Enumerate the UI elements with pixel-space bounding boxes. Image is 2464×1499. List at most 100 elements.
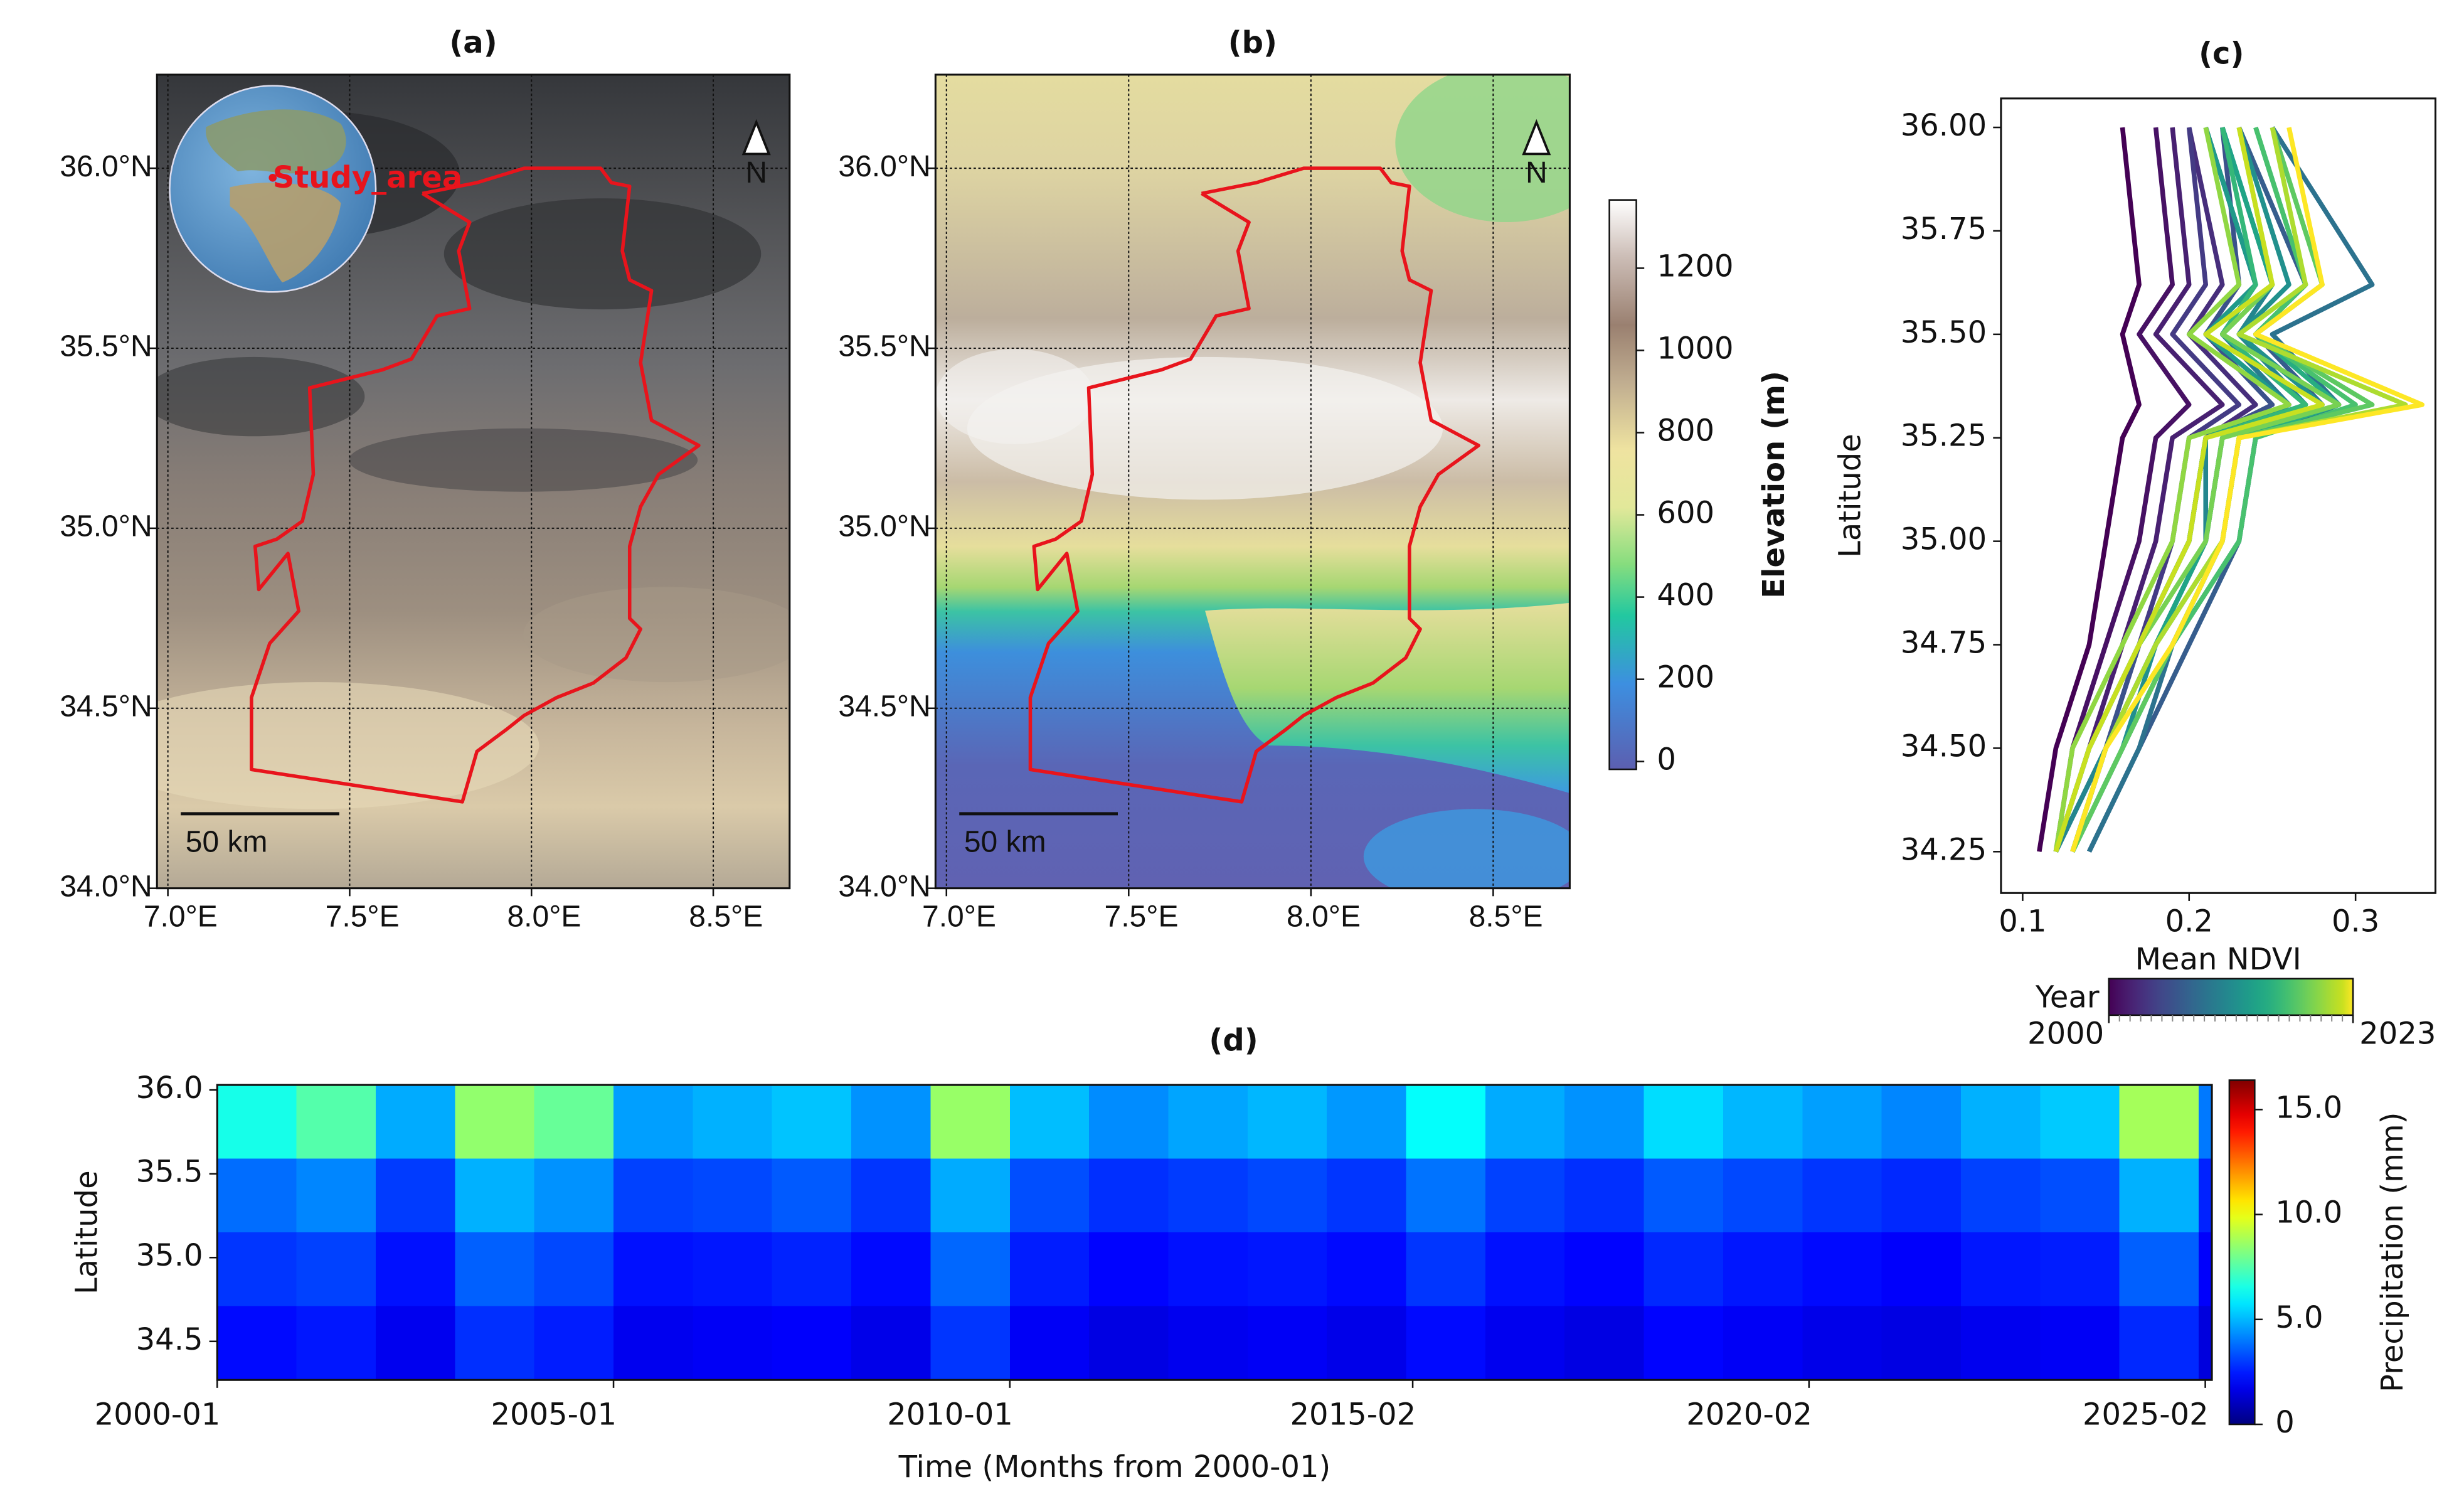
y-tick-label: 35.25 [1901,419,1987,454]
heatmap-cell [1960,1232,2041,1307]
heatmap-cell [1009,1085,1090,1160]
heatmap-cell [1564,1158,1645,1233]
plot-frame [216,1084,2213,1381]
y-tick-label: 35.5°N [60,330,152,363]
heatmap-cell [1881,1085,1962,1160]
colorbar-label: Elevation (m) [1756,371,1792,599]
colorbar-tick-label: 0 [2275,1405,2295,1440]
x-tick-label: 2010-01 [887,1397,1013,1432]
heatmap-cell [375,1158,456,1233]
y-tick-label: 35.00 [1901,522,1987,557]
y-tick-label: 36.00 [1901,108,1987,143]
y-tick-label: 36.0°N [60,150,152,183]
x-axis-label: Mean NDVI [2135,942,2302,977]
heatmap-cell [1644,1306,1724,1381]
y-axis-label: Latitude [1832,434,1867,558]
heatmap-cell [1564,1232,1645,1307]
heatmap-cell [851,1306,932,1381]
heatmap-cell [930,1085,1011,1160]
heatmap-cell [1247,1232,1327,1307]
heatmap-cell [217,1158,297,1233]
heatmap-cell [1644,1232,1724,1307]
heatmap-cell [1960,1085,2041,1160]
north-label: N [745,156,767,189]
y-tick-label: 35.5 [136,1155,203,1190]
heatmap-cell [1009,1232,1090,1307]
x-tick-label: 0.2 [2165,904,2213,939]
heatmap-cell [613,1232,694,1307]
y-tick-label: 34.50 [1901,728,1987,764]
heatmap-cell [2119,1232,2199,1307]
heatmap-cell [772,1085,852,1160]
north-arrow [1522,119,1551,156]
heatmap-cell [930,1232,1011,1307]
north-arrow [741,119,771,156]
y-tick-label: 36.0°N [838,150,930,183]
colorbar-tick-label: 200 [1657,660,1714,695]
heatmap-cell [693,1232,773,1307]
y-tick-label: 35.75 [1901,211,1987,247]
heatmap-cell [455,1306,535,1381]
heatmap-cell [1327,1085,1407,1160]
y-tick-label: 34.5°N [60,690,152,723]
heatmap-cell [1723,1306,1803,1381]
heatmap-cell [375,1232,456,1307]
colorbar-label: Precipitation (mm) [2375,1112,2410,1392]
heatmap-cell [851,1158,932,1233]
heatmap-cell [1960,1306,2041,1381]
heatmap-cell [534,1232,614,1307]
heatmap-cell [1802,1306,1883,1381]
heatmap-cell [851,1232,932,1307]
x-axis-label: Time (Months from 2000-01) [898,1449,1331,1485]
colorbar-tick-label: 15.0 [2275,1090,2342,1125]
heatmap-cell [1168,1306,1248,1381]
ndvi-line [2053,127,2225,853]
inset-label: Study_area [273,160,462,195]
y-tick-label: 35.0°N [60,510,152,543]
heatmap-cell [1485,1158,1565,1233]
x-tick-label: 7.0°E [922,900,996,933]
heatmap-cell [1168,1232,1248,1307]
x-tick-label: 0.3 [2332,904,2379,939]
colorbar-tick-label: 5.0 [2275,1300,2323,1335]
heatmap-cell [1168,1158,1248,1233]
x-tick-label: 8.5°E [1469,900,1543,933]
heatmap-cell [693,1306,773,1381]
x-tick-label: 7.5°E [326,900,400,933]
y-tick-label: 35.0°N [838,510,930,543]
x-tick-label: 2005-01 [491,1397,617,1432]
heatmap-cell [1327,1232,1407,1307]
x-tick-label: 8.0°E [507,900,581,933]
heatmap-cell [534,1306,614,1381]
heatmap-cell [296,1085,376,1160]
y-axis-label: Latitude [70,1170,105,1294]
y-tick-label: 34.75 [1901,626,1987,661]
heatmap-cell [1485,1085,1565,1160]
ndvi-line [2070,127,2425,853]
heatmap-cell [930,1158,1011,1233]
heatmap-cell [1723,1085,1803,1160]
heatmap-cell [1247,1306,1327,1381]
y-tick-label: 36.0 [136,1070,203,1106]
heatmap-cell [1168,1085,1248,1160]
colorbar-tick-label: 400 [1657,578,1714,613]
heatmap-cell [2119,1158,2199,1233]
heatmap-cell [2040,1306,2120,1381]
x-tick-label: 2015-02 [1290,1397,1416,1432]
heatmap-cell [375,1085,456,1160]
heatmap-cell [613,1306,694,1381]
heatmap-cell [1802,1085,1883,1160]
heatmap-cell [2199,1306,2212,1381]
colorbar [1608,199,1637,771]
y-tick-label: 34.0°N [60,870,152,903]
y-tick-label: 35.5°N [838,330,930,363]
map-panel: (a) 7.0°E 7.5°E 8.0°E 8.5°E 34.0°N 34.5°N 35.0°… [60,25,791,933]
heatmap-cell [2199,1232,2212,1307]
ndvi-line [2053,127,2325,853]
heatmap-cell [1089,1306,1169,1381]
y-tick-label: 34.5°N [838,690,930,723]
heatmap-cell [772,1158,852,1233]
north-label: N [1526,156,1548,189]
